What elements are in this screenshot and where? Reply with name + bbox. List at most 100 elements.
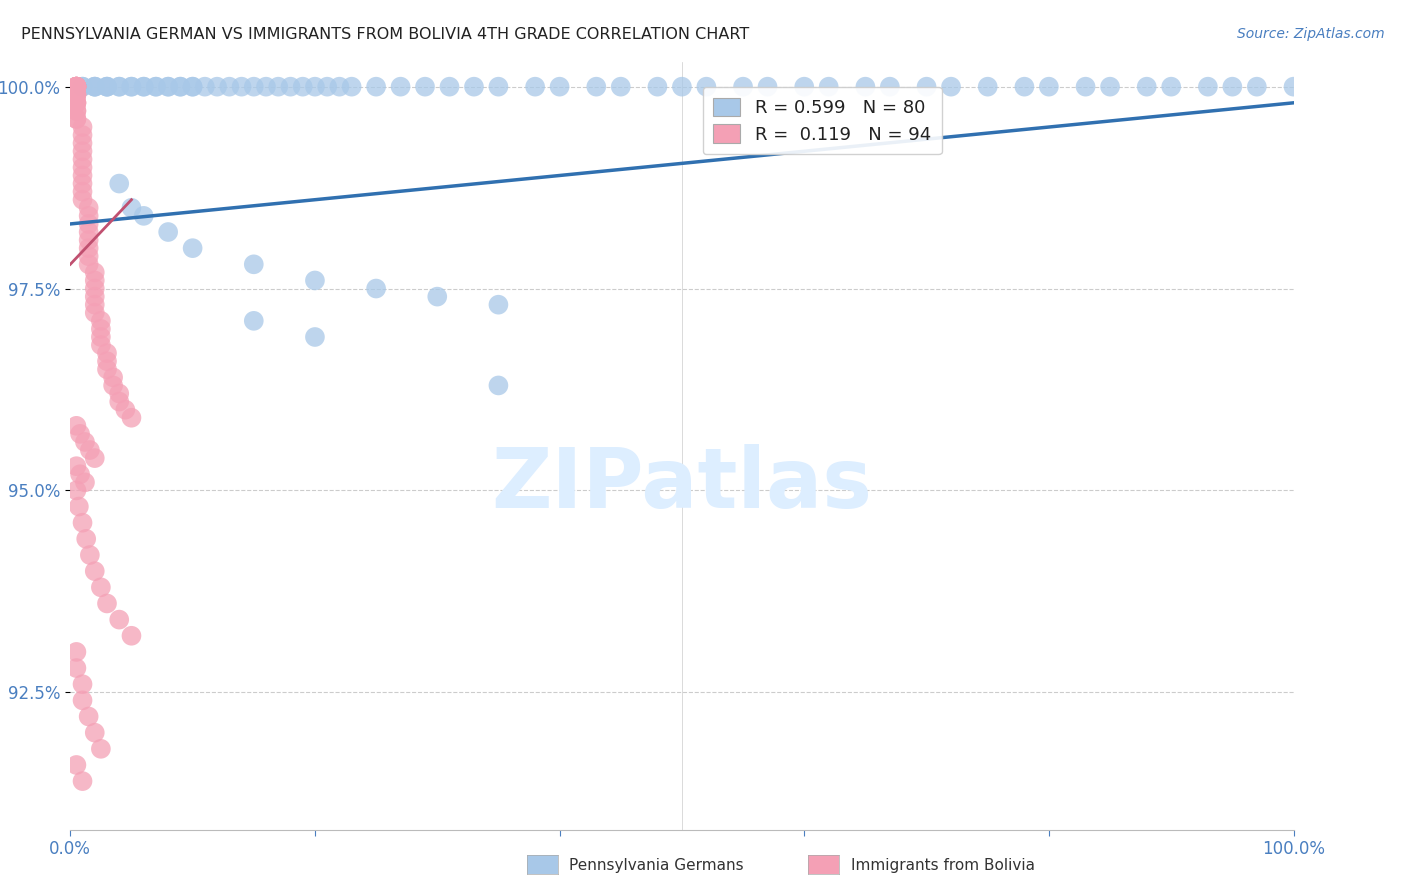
Point (205, 79, 228, 94)
Point (817, 79, 839, 94)
Point (90, 322, 112, 336)
Point (90, 314, 112, 328)
Point (72, 79, 94, 94)
Point (65, 79, 87, 94)
Point (96, 79, 118, 94)
Point (96, 79, 118, 94)
Point (72, 120, 94, 134)
Point (439, 79, 461, 94)
Point (218, 79, 240, 94)
Point (121, 79, 143, 94)
Point (1074, 79, 1097, 94)
Point (340, 79, 363, 94)
Point (65, 87, 87, 102)
Point (72, 145, 94, 159)
Point (304, 273, 326, 287)
Point (267, 79, 290, 94)
Point (90, 330, 112, 344)
Point (83, 265, 105, 279)
Point (90, 580, 112, 594)
Point (463, 79, 485, 94)
Point (73, 434, 96, 449)
Point (90, 741, 112, 756)
Point (366, 281, 388, 295)
Point (121, 201, 143, 215)
Point (65, 79, 87, 94)
Point (83, 281, 105, 295)
Point (855, 79, 877, 94)
Point (83, 273, 105, 287)
Point (72, 693, 94, 707)
Point (83, 725, 105, 739)
Point (65, 103, 87, 118)
Point (96, 362, 118, 376)
Point (915, 79, 938, 94)
Point (389, 79, 412, 94)
Text: Source: ZipAtlas.com: Source: ZipAtlas.com (1237, 27, 1385, 41)
Point (83, 79, 105, 94)
Point (65, 79, 87, 94)
Point (72, 136, 94, 151)
Point (108, 394, 131, 409)
Point (939, 79, 962, 94)
Point (75, 532, 97, 546)
Text: PENNSYLVANIA GERMAN VS IMMIGRANTS FROM BOLIVIA 4TH GRADE CORRELATION CHART: PENNSYLVANIA GERMAN VS IMMIGRANTS FROM B… (21, 27, 749, 42)
Point (610, 79, 633, 94)
Point (1014, 79, 1036, 94)
Point (65, 112, 87, 126)
Point (181, 79, 204, 94)
Point (65, 645, 87, 659)
Point (157, 79, 180, 94)
Point (96, 354, 118, 368)
Point (65, 79, 87, 94)
Point (72, 193, 94, 207)
Point (101, 378, 124, 392)
Point (65, 103, 87, 118)
Text: ZIPatlas: ZIPatlas (492, 444, 872, 524)
Point (108, 386, 131, 401)
Point (1160, 79, 1182, 94)
Point (243, 257, 266, 271)
Point (304, 79, 326, 94)
Point (83, 564, 105, 578)
Point (121, 410, 143, 425)
Point (488, 298, 510, 312)
Point (145, 79, 167, 94)
Point (108, 177, 131, 191)
Point (976, 79, 998, 94)
Point (695, 79, 717, 94)
Point (1038, 79, 1060, 94)
Point (671, 79, 693, 94)
Point (83, 451, 105, 466)
Point (132, 79, 155, 94)
Point (83, 79, 105, 94)
Point (488, 79, 510, 94)
Point (254, 79, 277, 94)
Point (65, 95, 87, 110)
Point (316, 79, 339, 94)
Point (488, 378, 510, 392)
Point (79, 548, 101, 562)
Point (1136, 79, 1159, 94)
Point (83, 79, 105, 94)
Point (548, 79, 571, 94)
Point (67, 500, 90, 514)
Point (72, 677, 94, 691)
Point (65, 87, 87, 102)
Point (90, 338, 112, 352)
Point (65, 79, 87, 94)
Point (65, 79, 87, 94)
Point (291, 79, 314, 94)
Point (65, 483, 87, 498)
Point (585, 79, 607, 94)
Point (194, 79, 217, 94)
Text: Immigrants from Bolivia: Immigrants from Bolivia (851, 858, 1035, 872)
Point (69, 467, 91, 482)
Point (65, 758, 87, 772)
Point (79, 443, 101, 458)
Point (65, 459, 87, 474)
Point (108, 79, 131, 94)
Point (73, 475, 96, 490)
Point (72, 79, 94, 94)
Point (121, 629, 143, 643)
